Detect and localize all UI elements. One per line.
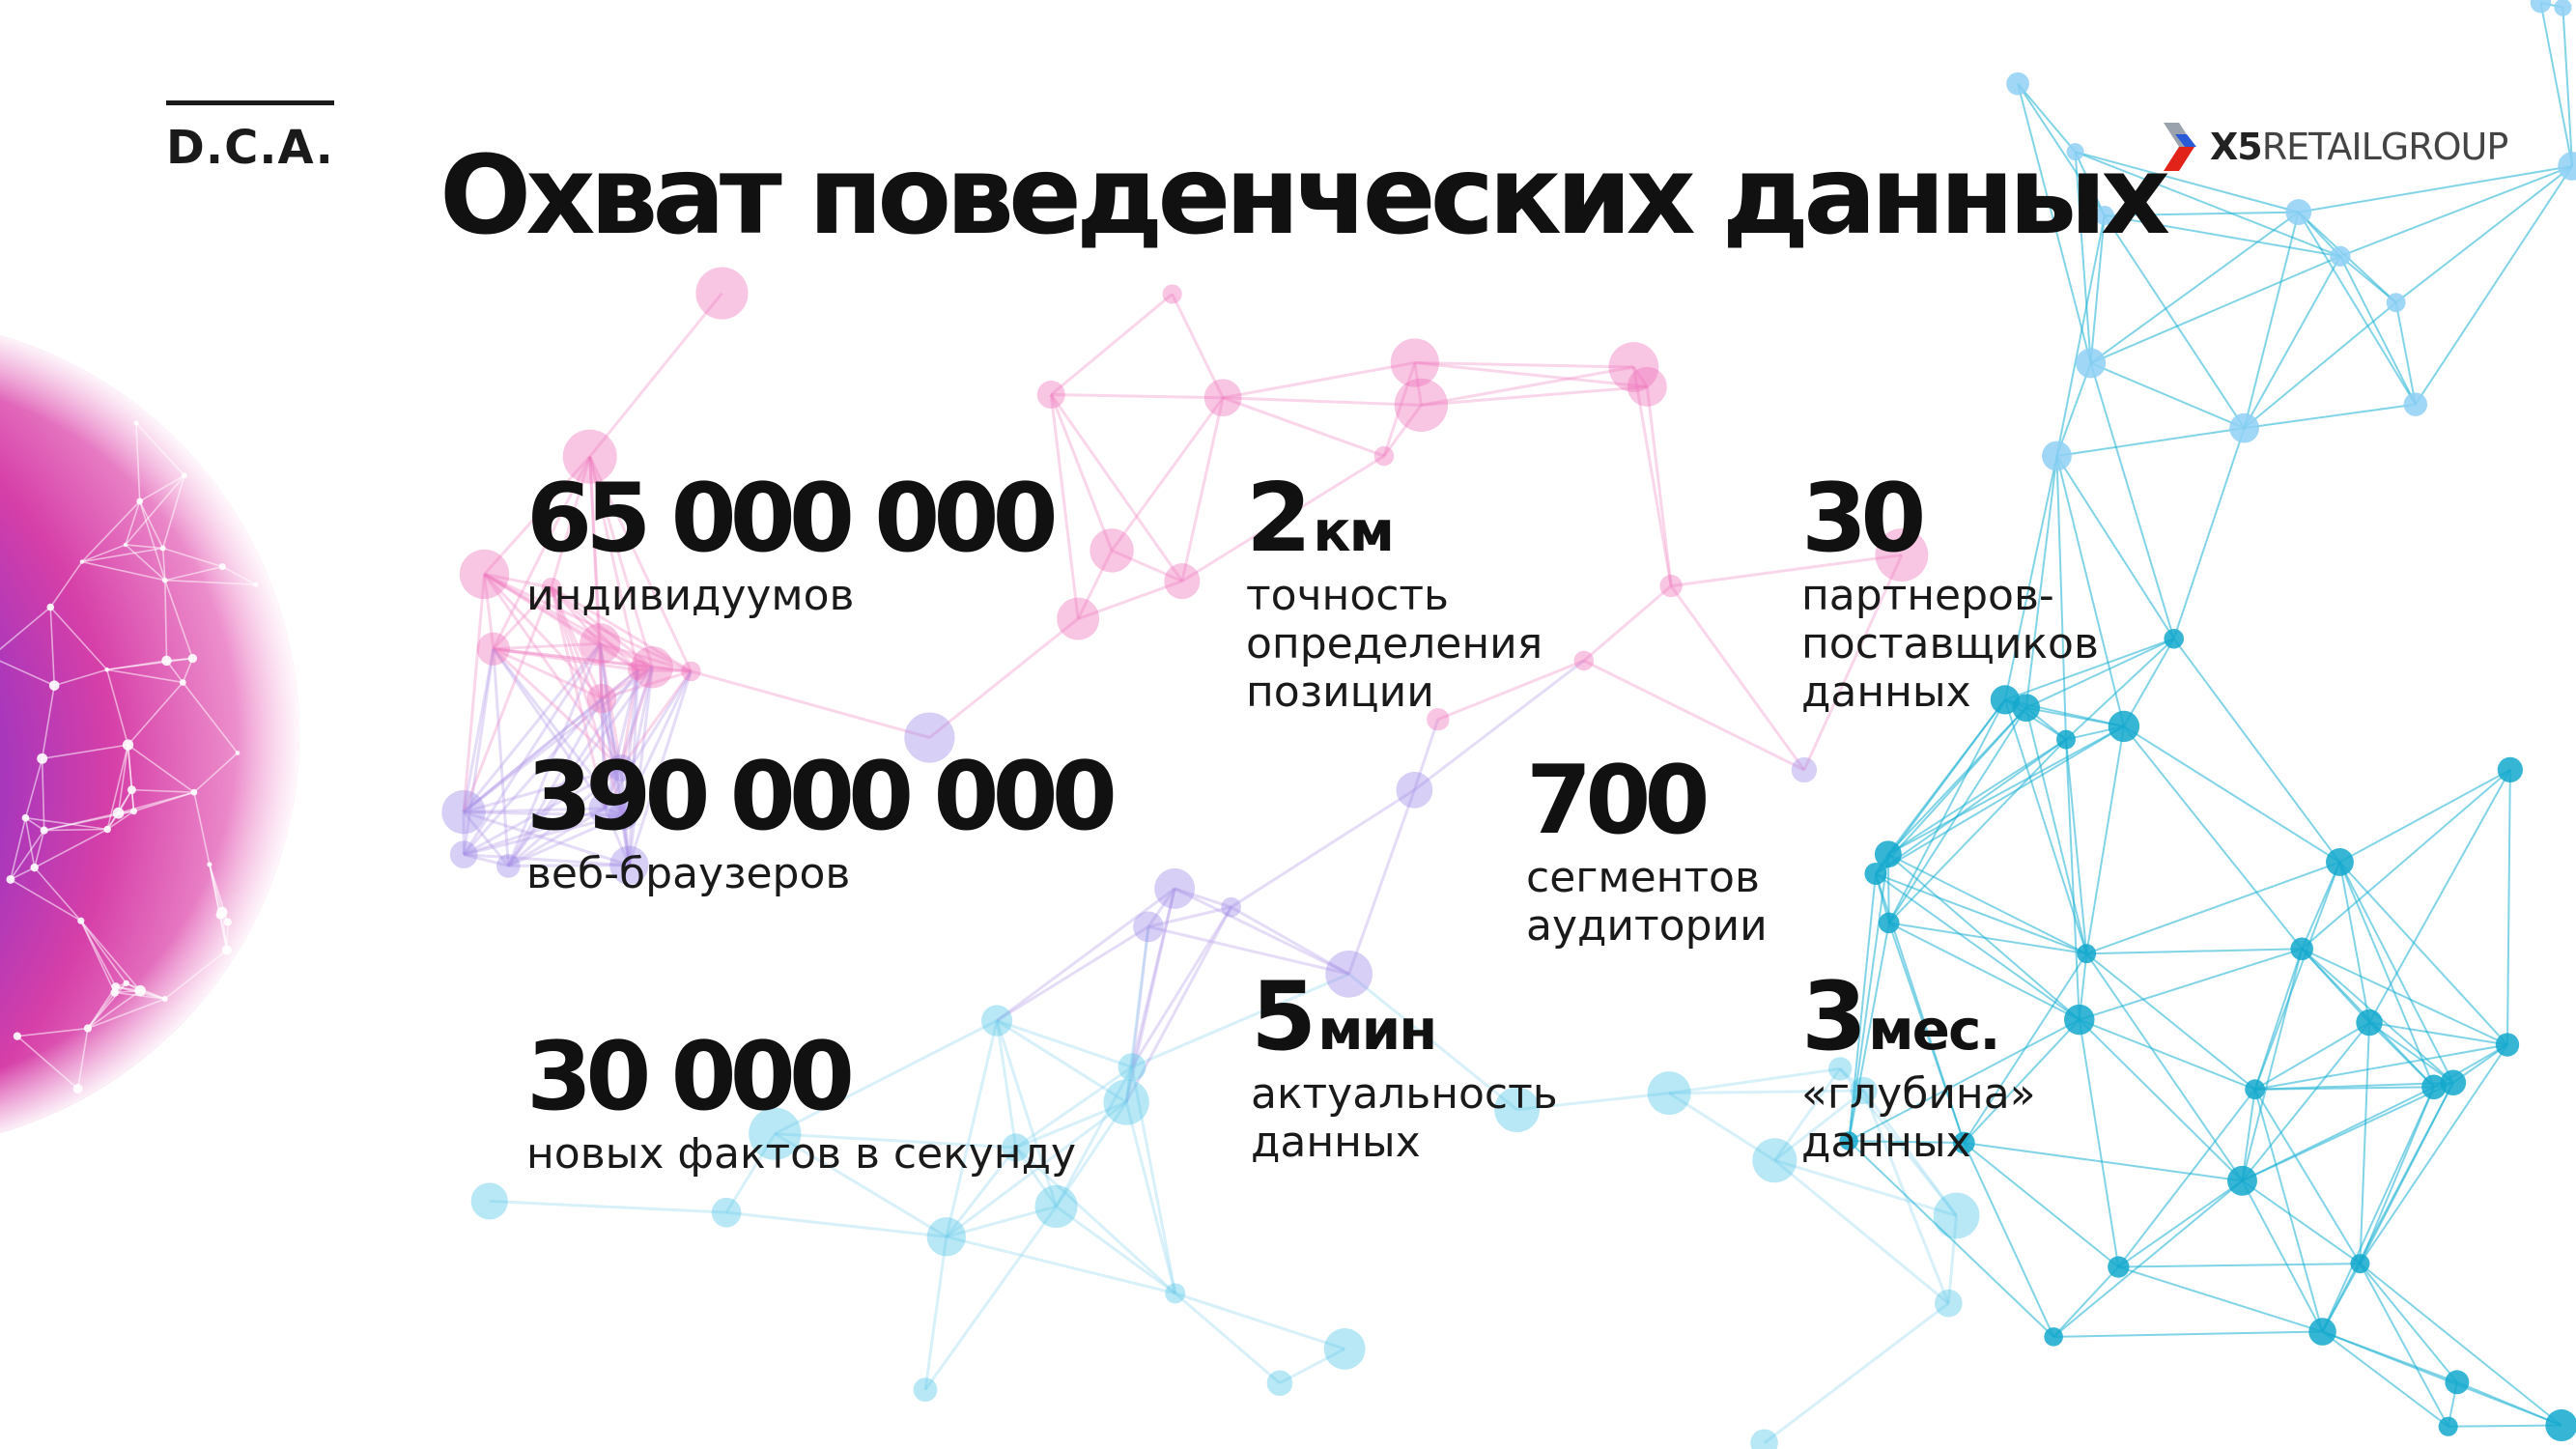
stat-partners-label: партнеров- поставщиков данных bbox=[1801, 571, 2099, 717]
stat-browsers-value: 390 000 000 bbox=[526, 742, 1118, 852]
stat-browsers-label: веб-браузеров bbox=[526, 849, 851, 898]
stat-browsers: 390 000 000 веб-браузеров bbox=[526, 742, 1118, 898]
stat-segments: 700 сегментов аудитории bbox=[1526, 753, 1768, 951]
stat-accuracy-unit: км bbox=[1313, 498, 1395, 564]
stat-freshness-value: 5 мин bbox=[1251, 962, 1437, 1072]
page-title: Охват поведенческих данных bbox=[439, 133, 2170, 259]
logo-retailgroup-text: RETAILGROUP bbox=[2261, 126, 2509, 168]
dca-logo: D.C.A. bbox=[166, 100, 334, 175]
stat-facts-label: новых фактов в секунду bbox=[526, 1129, 1077, 1179]
stat-freshness: 5 мин актуальность данных bbox=[1251, 970, 1558, 1167]
stat-partners: 30 партнеров- поставщиков данных bbox=[1801, 471, 2099, 717]
stat-freshness-label: актуальность данных bbox=[1251, 1069, 1558, 1167]
stat-segments-label: сегментов аудитории bbox=[1526, 853, 1768, 951]
stat-segments-value: 700 bbox=[1526, 746, 1711, 856]
stat-depth-value: 3 мес. bbox=[1801, 962, 2000, 1072]
stat-depth-label: «глубина» данных bbox=[1801, 1069, 2036, 1167]
stat-facts-value: 30 000 bbox=[526, 1022, 855, 1132]
center-network bbox=[441, 267, 1980, 1449]
stat-depth: 3 мес. «глубина» данных bbox=[1801, 970, 2036, 1167]
stat-accuracy-label: точность определения позиции bbox=[1246, 571, 1543, 717]
stat-individuals: 65 000 000 индивидуумов bbox=[526, 464, 1059, 620]
stat-accuracy-value: 2 км bbox=[1246, 464, 1395, 574]
stat-partners-value: 30 bbox=[1801, 464, 1926, 574]
left-sphere bbox=[0, 335, 299, 1133]
stat-individuals-value: 65 000 000 bbox=[526, 464, 1059, 574]
stat-individuals-label: индивидуумов bbox=[526, 571, 855, 620]
logo-x5-text: X5 bbox=[2210, 126, 2263, 168]
stat-facts: 30 000 новых фактов в секунду bbox=[526, 1030, 1076, 1179]
right-network bbox=[1839, 0, 2576, 1442]
x5-retail-group-logo: X5 RETAILGROUP bbox=[2162, 118, 2509, 176]
stat-depth-unit: мес. bbox=[1868, 997, 2000, 1063]
stat-accuracy: 2 км точность определения позиции bbox=[1246, 471, 1543, 717]
x5-chevron-icon bbox=[2164, 123, 2196, 171]
stat-freshness-unit: мин bbox=[1317, 997, 1437, 1063]
